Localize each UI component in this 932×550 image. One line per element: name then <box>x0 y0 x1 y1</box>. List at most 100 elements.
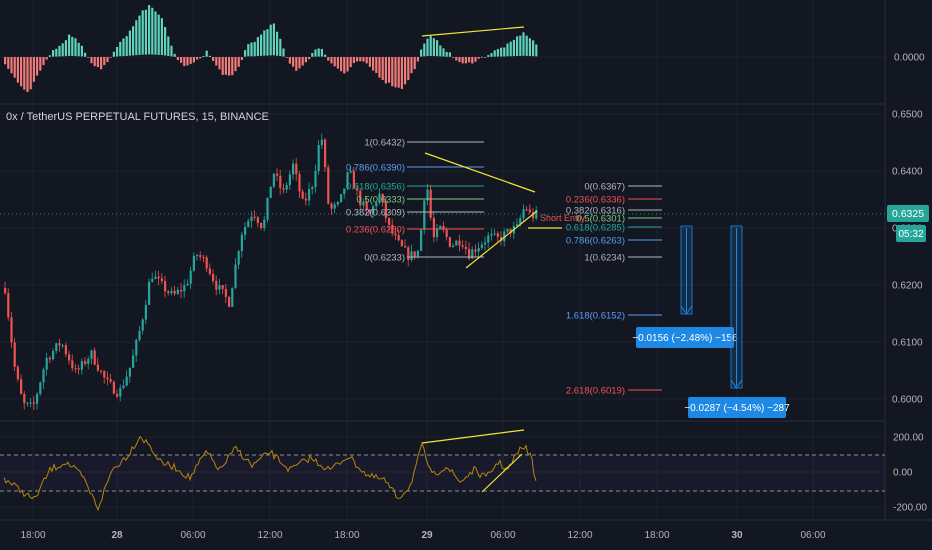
current-price-value: 0.6325 <box>892 208 924 220</box>
candle-bear <box>215 280 218 290</box>
candle-bear <box>352 170 355 189</box>
macd-bar-positive <box>512 39 515 57</box>
candle-bear <box>397 235 400 241</box>
macd-bar-negative <box>196 57 199 60</box>
fib-retracement-left: 1(0.6432) 0.786(0.6390) 0.618(0.6356) 0.5(0… <box>346 138 484 264</box>
candle-bull <box>349 170 352 173</box>
candle-bull <box>237 251 240 265</box>
candle-bear <box>32 402 35 404</box>
candle-bull <box>311 187 314 190</box>
candle-bear <box>157 276 160 279</box>
candle-bull <box>154 276 157 279</box>
macd-bar-negative <box>381 57 384 81</box>
candle-bull <box>183 285 186 292</box>
candle-bear <box>359 190 362 206</box>
candle-bull <box>343 188 346 195</box>
macd-bar-negative <box>16 57 19 83</box>
macd-bar-negative <box>295 57 298 71</box>
macd-bar-negative <box>455 57 458 61</box>
macd-bar-positive <box>320 48 323 57</box>
candle-bull <box>436 228 439 238</box>
macd-bar-negative <box>221 57 224 75</box>
macd-bar-negative <box>477 57 480 59</box>
macd-bar-positive <box>496 49 499 57</box>
fib-left-label: 0.786(0.6390) <box>346 163 405 174</box>
osc-axis-label: 200.00 <box>893 433 924 444</box>
macd-bar-positive <box>426 38 429 57</box>
macd-bar-negative <box>304 57 307 63</box>
measure-tool-2[interactable]: −0.0287 (−4.54%) −287 <box>684 225 790 418</box>
macd-bar-positive <box>170 45 173 57</box>
macd-bar-negative <box>93 57 96 67</box>
macd-bar-positive <box>493 50 496 57</box>
macd-bar-negative <box>285 57 288 58</box>
time-axis-label: 06:00 <box>180 530 205 541</box>
candle-bull <box>288 174 291 186</box>
measure-label-1-box <box>636 327 734 348</box>
candle-bear <box>96 364 99 371</box>
candle-bear <box>304 198 307 201</box>
macd-bar-positive <box>276 31 279 56</box>
candle-bear <box>407 247 410 260</box>
macd-bar-negative <box>106 57 109 63</box>
fib-right-label: 0.618(0.6285) <box>566 223 625 234</box>
macd-bar-negative <box>388 57 391 83</box>
candle-bear <box>532 212 535 219</box>
macd-bar-negative <box>4 57 7 65</box>
macd-bar-negative <box>484 57 487 58</box>
macd-bar-negative <box>10 57 13 74</box>
candle-bear <box>404 246 407 248</box>
candle-bear <box>468 248 471 259</box>
fib-extension-right: 0(0.6367) 0.236(0.6336)0.382(0.6316)0.5(0… <box>566 182 662 397</box>
candle-bear <box>445 229 448 238</box>
macd-bar-positive <box>167 36 170 56</box>
candle-bear <box>199 255 202 258</box>
candle-bear <box>221 285 224 289</box>
candle-bear <box>429 189 432 218</box>
candle-bear <box>10 317 13 343</box>
macd-bar-positive <box>71 36 74 56</box>
macd-bar-positive <box>439 45 442 57</box>
macd-bar-positive <box>522 32 525 56</box>
candle-bull <box>410 251 413 260</box>
macd-bar-positive <box>80 45 83 57</box>
macd-bar-positive <box>506 43 509 57</box>
macd-bar-negative <box>45 57 48 60</box>
macd-bar-positive <box>269 24 272 56</box>
macd-bar-positive <box>263 30 266 56</box>
macd-bar-negative <box>378 57 381 78</box>
macd-bar-negative <box>36 57 39 76</box>
candle-bull <box>333 204 336 209</box>
fib-right-label: 2.618(0.6019) <box>566 386 625 397</box>
macd-bar-negative <box>199 57 202 59</box>
macd-bar-positive <box>436 40 439 57</box>
candle-bear <box>58 343 61 346</box>
countdown-box <box>896 225 926 242</box>
candle-bear <box>212 273 215 281</box>
candle-bull <box>189 270 192 284</box>
macd-bar-positive <box>279 38 282 57</box>
macd-bar-positive <box>138 15 141 55</box>
macd-bar-positive <box>125 36 128 56</box>
macd-bar-positive <box>490 53 493 57</box>
time-axis-label: 06:00 <box>490 530 515 541</box>
candle-bull <box>42 369 45 383</box>
macd-bar-negative <box>330 57 333 64</box>
candle-bull <box>416 250 419 257</box>
measure-arrow-2-head <box>730 379 743 389</box>
measure-tool-1[interactable]: −0.0156 (−2.48%) −156 <box>632 225 738 348</box>
axes: 0.00000.65000.64000.63000.62000.61000.60… <box>20 53 927 542</box>
macd-bar-positive <box>532 40 535 57</box>
candle-bear <box>279 175 282 189</box>
time-axis-label: 18:00 <box>20 530 45 541</box>
macd-bar-positive <box>116 47 119 57</box>
macd-bar-negative <box>458 57 461 62</box>
macd-bar-negative <box>240 57 243 60</box>
candle-bull <box>420 229 423 251</box>
candle-bull <box>186 283 189 286</box>
current-price-box <box>887 205 929 222</box>
macd-bar-positive <box>160 18 163 56</box>
macd-bar-negative <box>20 57 23 87</box>
candle-bull <box>522 209 525 219</box>
